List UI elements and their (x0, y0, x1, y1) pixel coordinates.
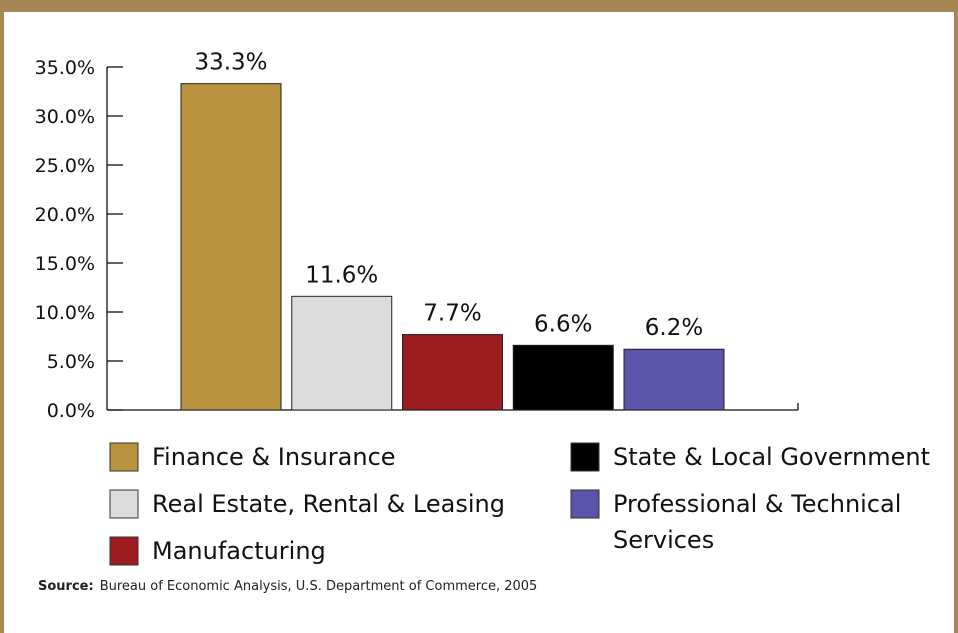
legend-label: Professional & Technical (613, 490, 901, 518)
bar (623, 348, 725, 411)
legend-label: Real Estate, Rental & Leasing (152, 490, 505, 518)
legend-swatch (570, 442, 600, 472)
legend-label: State & Local Government (613, 443, 930, 471)
data-label: 11.6% (305, 262, 378, 288)
legend-swatch (109, 442, 139, 472)
y-tick-label: 30.0% (35, 106, 95, 128)
bar (291, 295, 393, 411)
bar (402, 334, 503, 411)
data-label: 6.6% (534, 311, 592, 337)
data-label: 7.7% (423, 301, 481, 327)
y-tick-label: 20.0% (35, 204, 95, 226)
legend-label: Finance & Insurance (152, 443, 396, 471)
y-axis-ticks: 0.0% 5.0% 10.0% 15.0% 20.0% 25.0% 30.0% 35.0% (35, 57, 123, 422)
frame-top-border (0, 0, 958, 12)
source-text: Bureau of Economic Analysis, U.S. Depart… (99, 579, 538, 594)
legend-label: Manufacturing (152, 537, 326, 565)
legend-swatch (109, 489, 139, 519)
source-label: Source: (38, 579, 94, 594)
y-tick-label: 25.0% (35, 155, 95, 177)
source-note: Source: Bureau of Economic Analysis, U.S.… (38, 579, 537, 594)
bar (512, 344, 614, 411)
y-tick-label: 5.0% (47, 351, 95, 373)
frame-right-border (954, 0, 958, 633)
y-tick-label: 0.0% (47, 400, 95, 422)
legend: Finance & Insurance Real Estate, Rental &… (109, 442, 930, 566)
data-labels: 33.3% 11.6% 7.7% 6.6% 6.2% (194, 50, 703, 342)
legend-label: Services (613, 526, 714, 554)
y-tick-label: 10.0% (35, 302, 95, 324)
legend-swatch (570, 489, 600, 519)
bar (180, 83, 282, 411)
bars (180, 83, 725, 411)
y-tick-label: 15.0% (35, 253, 95, 275)
data-label: 33.3% (194, 50, 267, 76)
y-tick-label: 35.0% (35, 57, 95, 79)
frame-left-border (0, 0, 4, 633)
legend-swatch (109, 536, 139, 566)
data-label: 6.2% (645, 315, 703, 341)
